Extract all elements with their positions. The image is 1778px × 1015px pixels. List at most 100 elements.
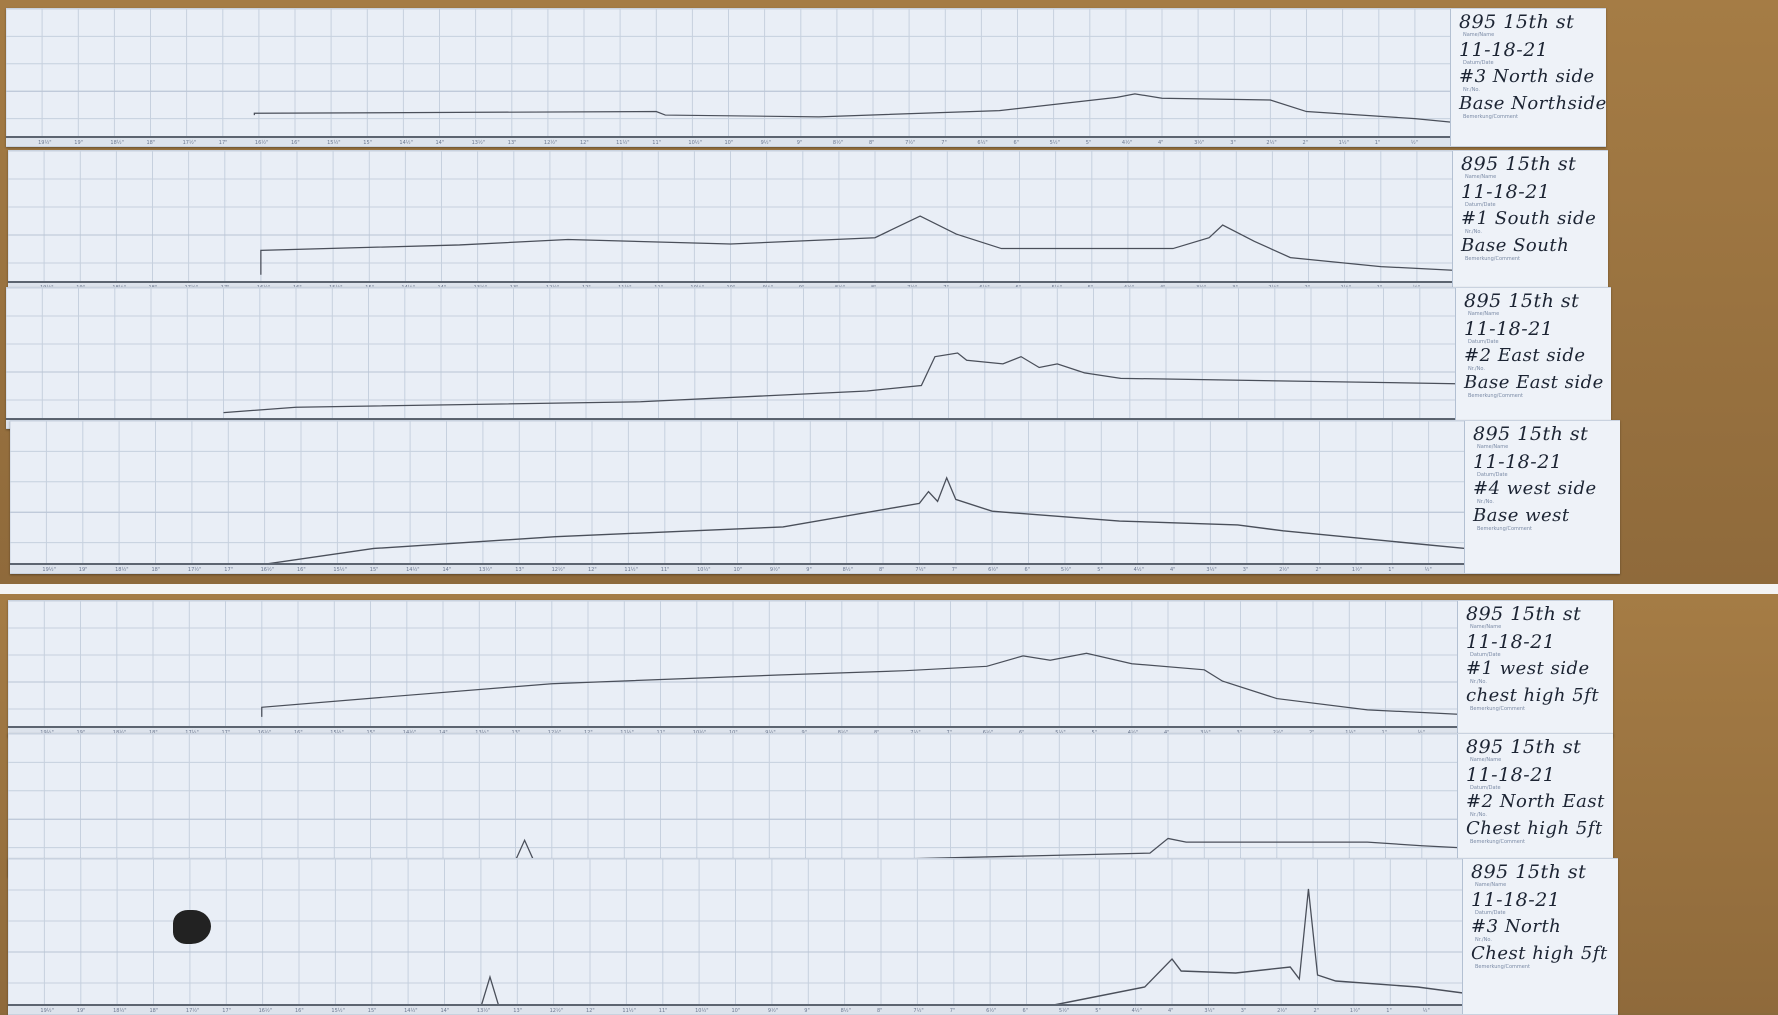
comment-text: Base west — [1473, 505, 1570, 526]
strip-west-base: 19½" 19" 18½" 18" 17½" 17" 16½" 16" 15½" 15" 14½" 1… — [10, 420, 1620, 574]
scale-tick-label: 2½" — [1277, 1008, 1288, 1014]
scale-tick-label: 18½" — [115, 567, 129, 573]
trace-line — [253, 93, 1451, 123]
scale-tick-label: 10½" — [695, 1008, 709, 1014]
scale-tick-label: 3½" — [1206, 567, 1217, 573]
scale-tick-label: 14" — [442, 567, 452, 573]
scale-tick-label: 15½" — [327, 140, 341, 146]
scale-tick-label: 5" — [1097, 567, 1103, 573]
strip-label-box: 895 15th st Name/Name 11-18-21 Datum/Dat… — [1457, 734, 1613, 876]
scale-tick-label: 3" — [1242, 567, 1249, 573]
scale-tick-label: 1" — [1388, 567, 1394, 573]
date-text: 11-18-21 — [1466, 764, 1556, 786]
scale-tick-label: 12" — [588, 567, 597, 573]
scale-tick-label: 1½" — [1338, 140, 1349, 146]
scale-tick-label: 9½" — [760, 140, 771, 146]
scale-tick-label: 13" — [515, 567, 524, 573]
strip-east-base: 19½"19"18½"18"17½"17"16½"16"15½"15"14½"1… — [6, 287, 1611, 429]
scale-tick-label: 19" — [74, 140, 83, 146]
scale-tick-label: 3" — [1240, 1008, 1247, 1014]
ink-blot — [173, 910, 211, 944]
sample-text: #3 North side — [1459, 66, 1595, 87]
printed-comment-label: Bemerkung/Comment — [1475, 964, 1530, 970]
scale-tick-label: 11½" — [624, 567, 638, 573]
strip-label-box: 895 15th st Name/Name 11-18-21 Datum/Dat… — [1457, 601, 1613, 736]
scale-bar: 19½" 19" 18½" 18" 17½" 17" 16½" 16" 15½" 15" 14½" 1… — [6, 136, 1451, 146]
scale-tick-label: 4" — [1168, 1008, 1174, 1014]
printed-date-label: Datum/Date — [1475, 910, 1506, 916]
scale-tick-label: 9" — [804, 1008, 810, 1014]
address-text: 895 15th st — [1461, 153, 1577, 175]
chart-trace — [261, 837, 1458, 863]
printed-date-label: Datum/Date — [1477, 472, 1508, 478]
scale-tick-label: 16½" — [258, 1008, 273, 1014]
grid-lines — [8, 859, 1463, 1014]
printed-comment-label: Bemerkung/Comment — [1463, 114, 1518, 120]
scale-tick-label: 14½" — [404, 1008, 418, 1014]
scale-tick-label: 11" — [658, 1008, 668, 1014]
scale-bar: 19½" 19" 18½" 18" 17½" 17" 16½" 16" 15½" 15" 14½" 1… — [8, 1004, 1463, 1014]
comment-text: chest high 5ft — [1466, 685, 1600, 706]
printed-name-label: Name/Name — [1470, 624, 1502, 630]
scale-tick-label: 2½" — [1279, 567, 1290, 573]
scale-tick-label: 12½" — [549, 1008, 564, 1014]
chart-trace — [262, 888, 1463, 1013]
printed-number-label: Nr./No. — [1465, 229, 1482, 235]
scale-tick-label: 4½" — [1131, 1008, 1142, 1014]
scale-tick-label: 2½" — [1266, 140, 1277, 146]
printed-date-label: Datum/Date — [1470, 652, 1501, 658]
scale-tick-label: 4" — [1158, 140, 1164, 146]
chart-trace — [261, 652, 1458, 717]
scale-tick-label: 11" — [660, 567, 670, 573]
scale-tick-label: 17½" — [182, 140, 197, 146]
scale-tick-label: 18" — [151, 567, 161, 573]
printed-comment-label: Bemerkung/Comment — [1470, 839, 1525, 845]
scale-tick-label: 5" — [1095, 1008, 1101, 1014]
scale-tick-label: 16½" — [254, 140, 269, 146]
strip-label-box: 895 15th st Name/Name 11-18-21 Datum/Dat… — [1452, 151, 1608, 291]
scale-tick-label: 14" — [435, 140, 445, 146]
scale-tick-label: 10" — [724, 140, 734, 146]
scale-tick-label: 16" — [295, 1008, 304, 1014]
scale-tick-label: 9" — [806, 567, 812, 573]
scale-tick-label: 12" — [586, 1008, 595, 1014]
sample-text: #2 East side — [1464, 345, 1586, 366]
scale-ticks: 19½" 19" 18½" 18" 17½" 17" 16½" 16" 15½" 15" 14½" 1… — [6, 138, 1451, 146]
grid-lines — [8, 734, 1458, 876]
grid-lines — [8, 601, 1458, 736]
scale-tick-label: 7½" — [905, 140, 916, 146]
date-text: 11-18-21 — [1459, 39, 1549, 61]
sample-text: #2 North East — [1466, 791, 1605, 812]
scale-ticks: 19½" 19" 18½" 18" 17½" 17" 16½" 16" 15½" 15" 14½" 1… — [8, 1006, 1463, 1014]
scale-tick-label: 6" — [1013, 140, 1019, 146]
scale-tick-label: 11" — [652, 140, 661, 146]
sample-text: #3 North — [1471, 916, 1562, 937]
sample-text: #4 west side — [1473, 478, 1597, 499]
scale-tick-label: 11½" — [622, 1008, 636, 1014]
scale-tick-label: 4½" — [1121, 140, 1133, 146]
scale-tick-label: 13½" — [471, 140, 486, 146]
scale-tick-label: 4" — [1170, 567, 1176, 573]
date-text: 11-18-21 — [1464, 318, 1554, 340]
scale-tick-label: 14½" — [406, 567, 420, 573]
scale-tick-label: 8" — [879, 567, 885, 573]
scale-tick-label: 3½" — [1194, 140, 1205, 146]
scale-tick-label: 2" — [1313, 1008, 1319, 1014]
address-text: 895 15th st — [1471, 861, 1587, 883]
printed-number-label: Nr./No. — [1468, 366, 1485, 372]
scale-tick-label: 15½" — [331, 1008, 345, 1014]
scale-tick-label: 16" — [297, 567, 306, 573]
scale-tick-label: 3" — [1230, 140, 1236, 146]
scale-tick-label: 17" — [218, 140, 228, 146]
strip-label-box: 895 15th st Name/Name 11-18-21 Datum/Dat… — [1455, 288, 1611, 428]
scale-tick-label: 7" — [951, 567, 958, 573]
comment-text: Base Northside — [1459, 93, 1606, 114]
strip-label-box: 895 15th st Name/Name 11-18-21 Datum/Dat… — [1464, 421, 1620, 573]
scale-tick-label: 7" — [949, 1008, 956, 1014]
scale-tick-label: 16" — [291, 140, 300, 146]
trace-line — [263, 476, 1465, 569]
printed-name-label: Name/Name — [1477, 444, 1509, 450]
date-text: 11-18-21 — [1461, 181, 1551, 203]
printed-name-label: Name/Name — [1468, 311, 1500, 317]
printed-number-label: Nr./No. — [1470, 812, 1487, 818]
